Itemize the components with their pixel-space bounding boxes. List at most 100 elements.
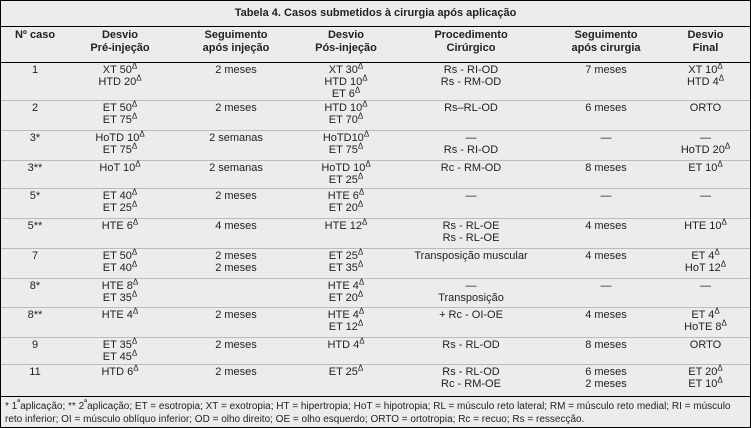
cell-line: HTE 6Δ <box>101 217 139 232</box>
column-header: Desvio Pré-injeção <box>69 27 171 63</box>
cell-line: 8* <box>29 280 41 292</box>
cell-line: ET 25Δ <box>102 199 138 214</box>
cell-line: HTD 6Δ <box>101 363 139 378</box>
cell-line: 2 semanas <box>209 132 263 144</box>
cell-line: ET 20Δ <box>688 363 723 378</box>
cell-line: Rs - RL-OD <box>442 339 500 351</box>
cell-line: XT 30Δ <box>328 61 364 76</box>
cell-line: HTE 4Δ <box>327 277 365 292</box>
table-cell: ET 25Δ <box>301 364 391 397</box>
cell-line: 6 meses <box>585 102 627 114</box>
cell-line: ET 40Δ <box>102 259 138 274</box>
table-cell: ET 40Δ ET 25Δ <box>69 188 171 219</box>
cell-line: 5* <box>29 190 41 202</box>
table-cell: ORTO <box>661 100 750 131</box>
cell-line: 2 meses <box>215 309 257 321</box>
table-cell: 6 meses 2 meses <box>551 364 661 397</box>
table-cell: 2 semanas <box>171 130 301 161</box>
header-line: após cirurgia <box>571 42 641 54</box>
cell-line: HTD 4Δ <box>327 336 365 351</box>
cell-line: 6 meses <box>585 366 627 378</box>
table-cell: — Transposição <box>391 278 551 308</box>
table-title: Tabela 4. Casos submetidos à cirurgia ap… <box>1 1 750 27</box>
table-cell: 2 meses <box>171 188 301 219</box>
cell-line: 1 <box>31 64 39 76</box>
cell-line: — <box>465 190 477 202</box>
cell-line: HoT 12Δ <box>684 259 727 274</box>
table-cell: 2 meses <box>171 62 301 101</box>
cell-line: 7 <box>31 250 39 262</box>
cell-line: 2 meses <box>215 64 257 76</box>
table-cell: ORTO <box>661 337 750 365</box>
cell-line: ET 70Δ <box>328 111 364 126</box>
cell-line: ORTO <box>689 339 722 351</box>
header-line: Cirúrgico <box>446 42 496 54</box>
table-body: 1 XT 50Δ HTD 20Δ 2 meses XT 30Δ HTD 10Δ ET 6Δ R… <box>1 61 750 397</box>
table-cell: ET 50Δ ET 75Δ <box>69 99 171 131</box>
cell-line: ET 50Δ <box>102 99 138 114</box>
cell-line: 2 <box>31 102 39 114</box>
table-cell: 4 meses <box>551 307 661 338</box>
cell-line: — <box>600 280 612 292</box>
table-cell: + Rc - OI-OE <box>391 307 551 338</box>
table-cell: — <box>661 188 750 219</box>
table-cell: 4 meses <box>551 248 661 279</box>
cell-line: 8 meses <box>585 162 627 174</box>
table-cell: 2 meses <box>171 100 301 131</box>
header-line: Seguimento <box>574 29 638 41</box>
header-line: Final <box>692 42 719 54</box>
table-cell: HoTD 10Δ ET 75Δ <box>69 130 171 161</box>
table-cell: Rs - RI-OD Rs - RM-OD <box>391 62 551 101</box>
cell-line: ET 10Δ <box>688 159 723 174</box>
cell-line: ET 6Δ <box>331 85 361 100</box>
cell-line: 3** <box>27 162 43 174</box>
cell-line: 3* <box>29 132 41 144</box>
cell-line: ET 35Δ <box>328 259 364 274</box>
case-cell: 1 <box>1 62 69 101</box>
cell-line: 4 meses <box>585 220 627 232</box>
table-cell: — <box>551 130 661 161</box>
cell-line: 4 meses <box>215 220 257 232</box>
cell-line: ET 12Δ <box>328 318 364 333</box>
cell-line: 7 meses <box>585 64 627 76</box>
cell-line: 2 meses <box>215 190 257 202</box>
table-cell: HTD 4Δ <box>301 336 391 365</box>
cell-line: ET 25Δ <box>328 171 364 186</box>
cell-line: HoT 10Δ <box>99 159 141 174</box>
table-cell: HoT 10Δ <box>69 159 171 189</box>
table-cell: 2 meses <box>171 364 301 397</box>
cell-line: — <box>600 190 612 202</box>
column-header: Desvio Pós-injeção <box>301 27 391 63</box>
cell-line: 2 meses <box>215 366 257 378</box>
table-cell: ET 50Δ ET 40Δ <box>69 248 171 279</box>
cell-line: 2 meses <box>215 102 257 114</box>
cell-line: — <box>600 132 612 144</box>
table-cell: 4 meses <box>551 218 661 249</box>
case-cell: 9 <box>1 337 69 365</box>
cell-line: — <box>700 280 711 292</box>
table-cell: — Rs - RI-OD <box>391 130 551 161</box>
cell-line: ORTO <box>689 102 722 114</box>
case-cell: 2 <box>1 100 69 131</box>
cell-line: 8** <box>27 309 43 321</box>
cell-line: — <box>700 190 711 202</box>
header-line: Desvio <box>327 29 365 41</box>
table-row: 11 HTD 6Δ 2 meses ET 25Δ Rs - RL-OD Rc - RM-O… <box>1 363 750 397</box>
table-row: 5** HTE 6Δ 4 meses HTE 12Δ Rs - RL-OE Rs - RL… <box>1 217 750 249</box>
footnote: * 1ªaplicação; ** 2ªaplicação; ET = esot… <box>5 397 731 425</box>
table-cell: Rc - RM-OD <box>391 160 551 189</box>
cell-line: 2 meses <box>215 262 257 274</box>
cell-line: XT 50Δ <box>102 61 138 76</box>
cell-line: HTE 12Δ <box>324 217 368 232</box>
table-cell: HoTD10Δ ET 75Δ <box>301 130 391 161</box>
cell-line: ET 10Δ <box>688 375 723 390</box>
table-cell: HTE 4Δ ET 20Δ <box>301 277 391 308</box>
cell-line: ET 4Δ <box>691 247 720 262</box>
table-cell: — <box>551 278 661 308</box>
cell-line: ET 75Δ <box>328 141 364 156</box>
column-header: Desvio Final <box>661 27 750 63</box>
header-line: Nº caso <box>14 29 56 41</box>
cell-line: HTE 4Δ <box>101 306 139 321</box>
cell-line: HTE 6Δ <box>327 187 365 202</box>
table-cell: ET 4Δ HoT 12Δ <box>661 247 750 279</box>
